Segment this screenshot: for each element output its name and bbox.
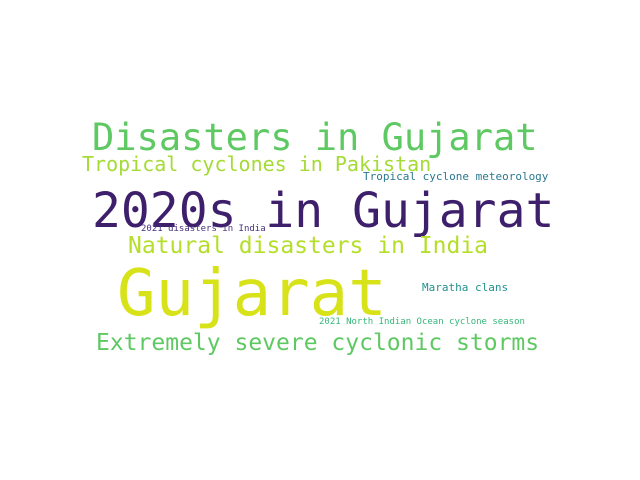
word-extremely-severe-cyclonic-storms: Extremely severe cyclonic storms [96,330,540,356]
word-natural-disasters-in-india: Natural disasters in India [128,233,489,259]
word-2020s-in-gujarat: 2020s in Gujarat [92,183,555,239]
word-2021-disasters-in-india: 2021 disasters in India [141,224,266,234]
word-disasters-in-gujarat: Disasters in Gujarat [92,116,538,159]
word-2021-north-indian-ocean-cyclone-season: 2021 North Indian Ocean cyclone season [319,317,525,327]
word-maratha-clans: Maratha clans [422,281,509,294]
word-tropical-cyclones-in-pakistan: Tropical cyclones in Pakistan [82,152,432,176]
word-tropical-cyclone-meteorology: Tropical cyclone meteorology [363,170,549,183]
word-gujarat: Gujarat [117,257,387,331]
